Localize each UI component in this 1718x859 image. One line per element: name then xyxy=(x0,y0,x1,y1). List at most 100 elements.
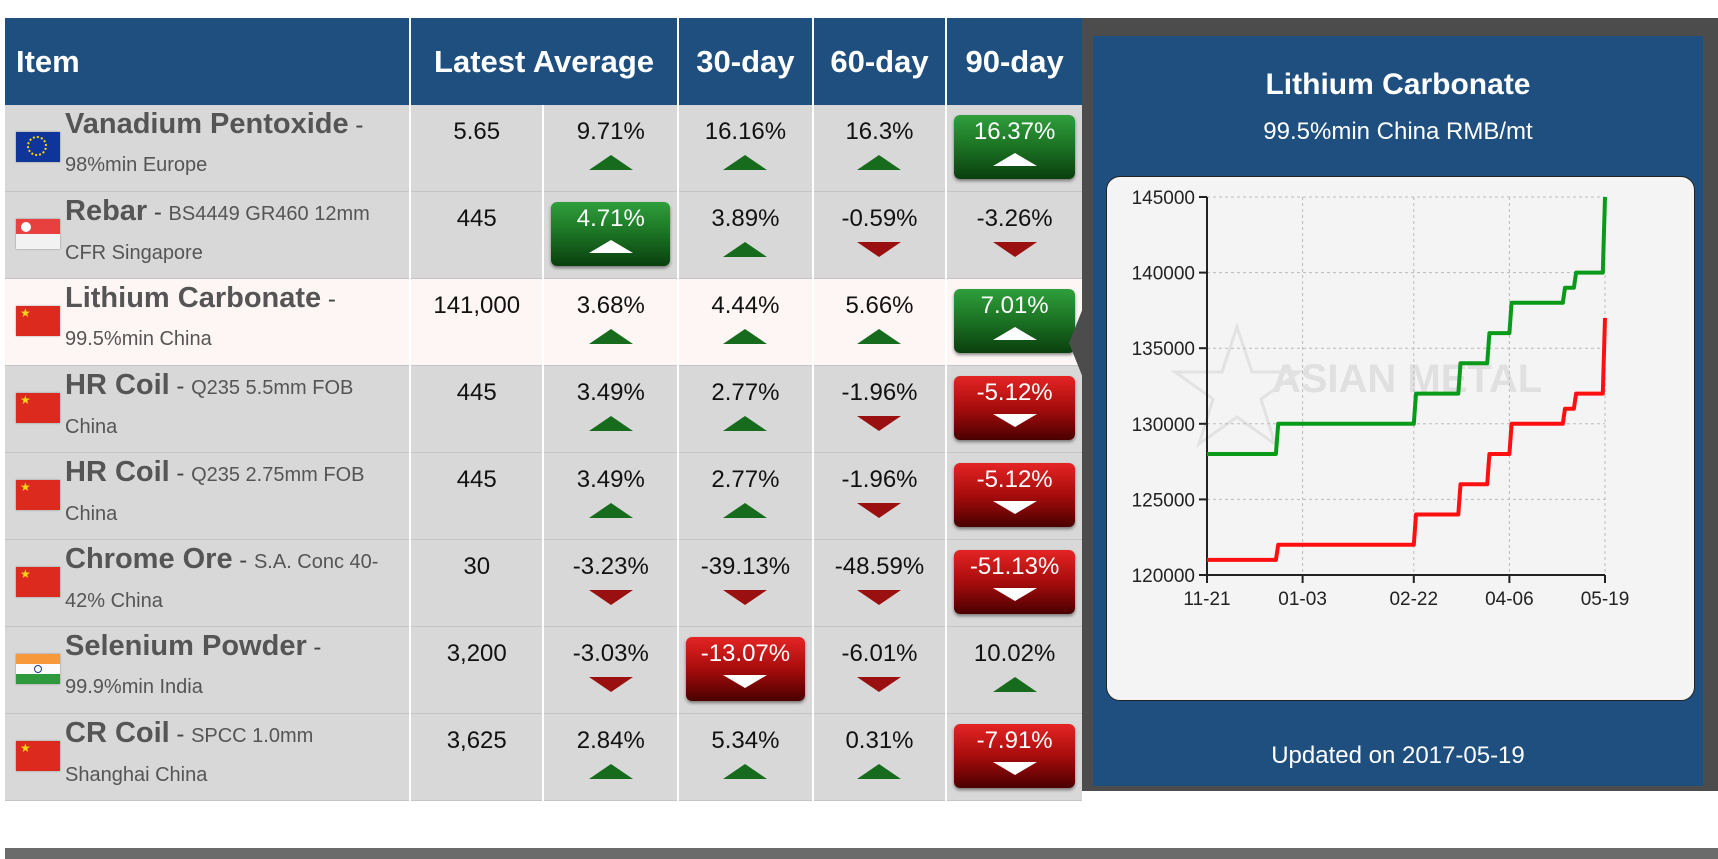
90-day-highlight-badge: 16.37% xyxy=(954,115,1075,179)
arrow-down-icon xyxy=(857,242,902,257)
table-row[interactable]: Lithium Carbonate - 99.5%min China 141,00… xyxy=(5,278,1082,366)
90-day-cell: 16.37% xyxy=(946,105,1082,192)
30-day-cell: 3.89% xyxy=(678,191,814,279)
arrow-down-icon xyxy=(857,590,902,605)
arrow-up-icon xyxy=(588,764,633,779)
60-day-cell: 5.66% xyxy=(812,278,948,366)
latest-average-cell: 3,200 xyxy=(409,626,545,714)
arrow-down-icon xyxy=(992,501,1037,514)
90-day-value: 16.37% xyxy=(973,118,1056,145)
in-flag-icon xyxy=(16,654,60,684)
item-name[interactable]: Chrome Ore xyxy=(65,543,233,575)
arrow-up-icon xyxy=(992,327,1037,340)
x-tick-label: 04-06 xyxy=(1485,589,1534,610)
30-day-value: 2.77% xyxy=(711,466,780,493)
30-day-value: 5.34% xyxy=(711,727,780,754)
item-name[interactable]: Lithium Carbonate xyxy=(65,282,322,314)
arrow-up-icon xyxy=(588,240,633,253)
chart-card: Lithium Carbonate 99.5%min China RMB/mt … xyxy=(1093,36,1703,786)
arrow-down-icon xyxy=(857,503,902,518)
item-cell: Rebar - BS4449 GR460 12mm CFR Singapore xyxy=(5,191,411,279)
x-tick-label: 02-22 xyxy=(1389,589,1438,610)
bottom-divider xyxy=(5,848,1718,859)
selected-row-pointer xyxy=(1069,303,1085,383)
90-day-value: -3.26% xyxy=(976,205,1053,232)
item-separator: - xyxy=(239,547,248,574)
change-value: 4.71% xyxy=(576,205,645,232)
y-tick-label: 140000 xyxy=(1132,264,1195,285)
latest-average-value: 3,200 xyxy=(446,640,507,667)
change-value: 3.49% xyxy=(576,379,645,406)
30-day-cell: -13.07% xyxy=(678,626,814,714)
item-name[interactable]: HR Coil xyxy=(65,456,170,488)
90-day-highlight-badge: -5.12% xyxy=(954,463,1075,527)
table-row[interactable]: HR Coil - Q235 2.75mm FOB China 445 3.49% 2… xyxy=(5,452,1082,540)
latest-average-value: 3,625 xyxy=(446,727,507,754)
item-cell: Vanadium Pentoxide - 98%min Europe xyxy=(5,105,411,192)
latest-average-cell: 445 xyxy=(409,452,545,540)
chart-area: ASIAN METAL 120000 125000 130000 135000 14000… xyxy=(1106,176,1695,701)
latest-average-value: 141,000 xyxy=(433,292,521,319)
arrow-down-icon xyxy=(723,675,768,688)
arrow-down-icon xyxy=(992,414,1037,427)
header-60-day: 60-day xyxy=(812,18,948,105)
30-day-value: 2.77% xyxy=(711,379,780,406)
table-row[interactable]: Rebar - BS4449 GR460 12mm CFR Singapore 4… xyxy=(5,191,1082,279)
item-cell: Lithium Carbonate - 99.5%min China xyxy=(5,278,411,366)
change-cell: -3.23% xyxy=(543,539,680,627)
90-day-cell: 7.01% xyxy=(946,278,1082,366)
60-day-cell: -1.96% xyxy=(812,365,948,453)
updated-date: Updated on 2017-05-19 xyxy=(1271,742,1525,769)
90-day-cell: -51.13% xyxy=(946,539,1082,627)
arrow-down-icon xyxy=(723,590,768,605)
change-value: 3.49% xyxy=(576,466,645,493)
eu-flag-icon xyxy=(16,132,60,162)
latest-average-cell: 445 xyxy=(409,191,545,279)
30-day-value: 16.16% xyxy=(704,118,787,145)
change-cell: -3.03% xyxy=(543,626,680,714)
item-name[interactable]: Selenium Powder xyxy=(65,630,307,662)
table-row[interactable]: HR Coil - Q235 5.5mm FOB China 445 3.49% 2.… xyxy=(5,365,1082,453)
sg-flag-icon xyxy=(16,219,60,249)
y-tick-label: 130000 xyxy=(1132,415,1195,436)
arrow-up-icon xyxy=(723,242,768,257)
item-separator: - xyxy=(176,373,185,400)
90-day-cell: -5.12% xyxy=(946,452,1082,540)
change-value: 2.84% xyxy=(576,727,645,754)
y-tick-label: 145000 xyxy=(1132,188,1195,209)
latest-average-value: 445 xyxy=(456,379,497,406)
arrow-down-icon xyxy=(857,416,902,431)
table-row[interactable]: Chrome Ore - S.A. Conc 40-42% China 30 -3.… xyxy=(5,539,1082,627)
arrow-down-icon xyxy=(588,590,633,605)
item-spec: BS4449 GR460 12mm CFR Singapore xyxy=(65,203,370,264)
item-spec: SPCC 1.0mm Shanghai China xyxy=(65,725,314,786)
60-day-value: -1.96% xyxy=(841,379,918,406)
change-cell: 2.84% xyxy=(543,713,680,801)
table-row[interactable]: Vanadium Pentoxide - 98%min Europe 5.65 9.… xyxy=(5,105,1082,192)
table-body: Vanadium Pentoxide - 98%min Europe 5.65 9.… xyxy=(5,105,1082,801)
30-day-highlight-badge: -13.07% xyxy=(686,637,805,701)
item-name[interactable]: HR Coil xyxy=(65,369,170,401)
60-day-cell: -48.59% xyxy=(812,539,948,627)
60-day-cell: 16.3% xyxy=(812,105,948,192)
arrow-up-icon xyxy=(723,416,768,431)
item-name[interactable]: CR Coil xyxy=(65,717,170,749)
item-spec: Q235 2.75mm FOB China xyxy=(65,464,365,525)
series-line-low xyxy=(1207,317,1607,562)
x-tick-label: 01-03 xyxy=(1278,589,1327,610)
table-row[interactable]: Selenium Powder - 99.9%min India 3,200 -3.… xyxy=(5,626,1082,714)
90-day-value: 7.01% xyxy=(980,292,1049,319)
item-separator: - xyxy=(176,460,185,487)
item-spec: 99.5%min China xyxy=(65,328,212,350)
arrow-down-icon xyxy=(992,588,1037,601)
item-name[interactable]: Rebar xyxy=(65,195,148,227)
item-name[interactable]: Vanadium Pentoxide xyxy=(65,108,349,140)
item-cell: HR Coil - Q235 2.75mm FOB China xyxy=(5,452,411,540)
cn-flag-icon xyxy=(16,480,60,510)
table-row[interactable]: CR Coil - SPCC 1.0mm Shanghai China 3,625… xyxy=(5,713,1082,801)
arrow-up-icon xyxy=(723,155,768,170)
latest-average-cell: 5.65 xyxy=(409,105,545,192)
arrow-up-icon xyxy=(588,503,633,518)
price-table: Item Latest Average 30-day 60-day 90-day… xyxy=(5,18,1082,801)
30-day-cell: 5.34% xyxy=(678,713,814,801)
